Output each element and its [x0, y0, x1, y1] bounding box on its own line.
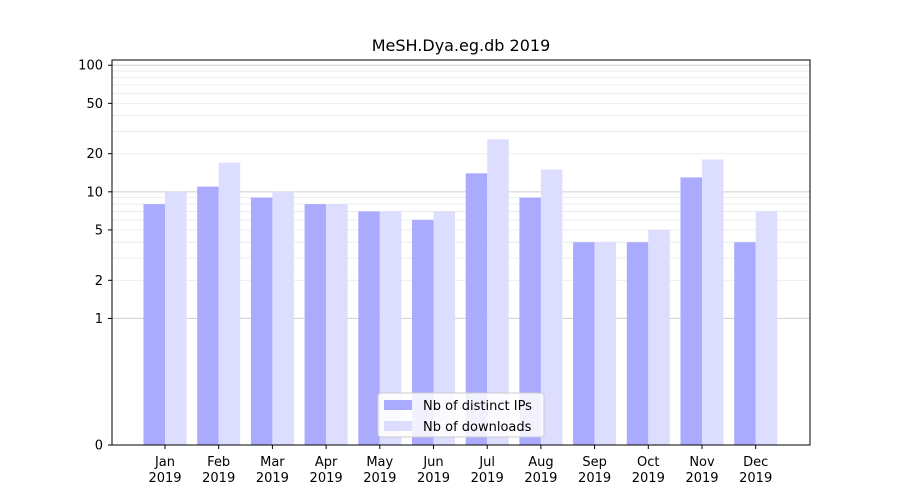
- x-tick-label-year: 2019: [417, 471, 450, 486]
- y-tick-label: 0: [95, 439, 103, 454]
- bar-downloads: [165, 191, 187, 445]
- chart-title: MeSH.Dya.eg.db 2019: [372, 36, 551, 55]
- legend-label: Nb of downloads: [423, 420, 532, 435]
- x-tick-label-month: Jun: [422, 455, 443, 470]
- bar-downloads: [326, 204, 348, 445]
- bar-downloads: [755, 211, 778, 445]
- bar-downloads: [648, 229, 670, 445]
- x-tick-label-year: 2019: [524, 471, 557, 486]
- bar-downloads: [540, 169, 563, 445]
- legend-label: Nb of distinct IPs: [423, 399, 532, 414]
- y-axis: 0 1 2 5 10 20 50 100: [78, 59, 112, 454]
- x-tick-label-year: 2019: [685, 471, 718, 486]
- x-tick-label-year: 2019: [202, 471, 235, 486]
- x-tick-label-month: Oct: [637, 455, 659, 470]
- bar-distinct-ips: [519, 197, 541, 445]
- bar-downloads: [379, 211, 402, 445]
- x-tick-label-year: 2019: [739, 471, 772, 486]
- bar-downloads: [487, 139, 509, 445]
- bar-downloads: [272, 191, 294, 445]
- x-tick-label-month: Sep: [582, 455, 607, 470]
- bar-distinct-ips: [197, 186, 219, 446]
- legend: Nb of distinct IPs Nb of downloads: [377, 392, 545, 438]
- x-tick-label-month: Jan: [154, 455, 175, 470]
- bar-distinct-ips: [304, 204, 327, 445]
- plot-frame: [111, 59, 811, 446]
- x-tick-label-year: 2019: [578, 471, 611, 486]
- x-tick-label-month: May: [366, 455, 393, 470]
- x-tick-label-month: Dec: [743, 455, 768, 470]
- bars: [143, 139, 778, 446]
- x-tick-label-month: Feb: [207, 455, 230, 470]
- y-tick-label: 1: [95, 312, 103, 327]
- bar-distinct-ips: [465, 173, 488, 445]
- x-tick-label-year: 2019: [471, 471, 504, 486]
- bar-distinct-ips: [680, 177, 702, 446]
- y-tick-label: 50: [86, 97, 103, 112]
- x-tick-label-year: 2019: [148, 471, 181, 486]
- y-tick-label: 20: [86, 147, 103, 162]
- bar-downloads: [218, 162, 241, 445]
- x-tick-label-year: 2019: [256, 471, 289, 486]
- bar-distinct-ips: [734, 242, 756, 445]
- x-tick-label-year: 2019: [310, 471, 343, 486]
- x-tick-label-month: Mar: [260, 455, 285, 470]
- x-tick-label-month: Apr: [315, 455, 338, 470]
- x-axis: Jan2019Feb2019Mar2019Apr2019May2019Jun20…: [148, 445, 772, 486]
- legend-swatch: [384, 421, 412, 431]
- x-tick-label-year: 2019: [632, 471, 665, 486]
- y-tick-label: 10: [86, 185, 103, 200]
- bar-distinct-ips: [143, 204, 165, 445]
- y-tick-label: 5: [95, 223, 103, 238]
- legend-box: [377, 392, 545, 438]
- y-tick-label: 100: [78, 59, 103, 74]
- y-tick-label: 2: [95, 274, 103, 289]
- x-tick-label-month: Nov: [689, 455, 715, 470]
- bar-distinct-ips: [626, 242, 649, 445]
- bar-downloads: [702, 159, 724, 445]
- x-tick-label-month: Jul: [478, 455, 495, 470]
- x-tick-label-year: 2019: [363, 471, 396, 486]
- x-tick-label-month: Aug: [528, 455, 553, 470]
- bar-downloads: [594, 242, 617, 445]
- bar-distinct-ips: [412, 219, 434, 445]
- bar-distinct-ips: [573, 242, 595, 445]
- legend-swatch: [384, 400, 412, 410]
- bar-distinct-ips: [358, 211, 380, 445]
- bar-downloads: [433, 211, 455, 445]
- bar-distinct-ips: [250, 197, 273, 445]
